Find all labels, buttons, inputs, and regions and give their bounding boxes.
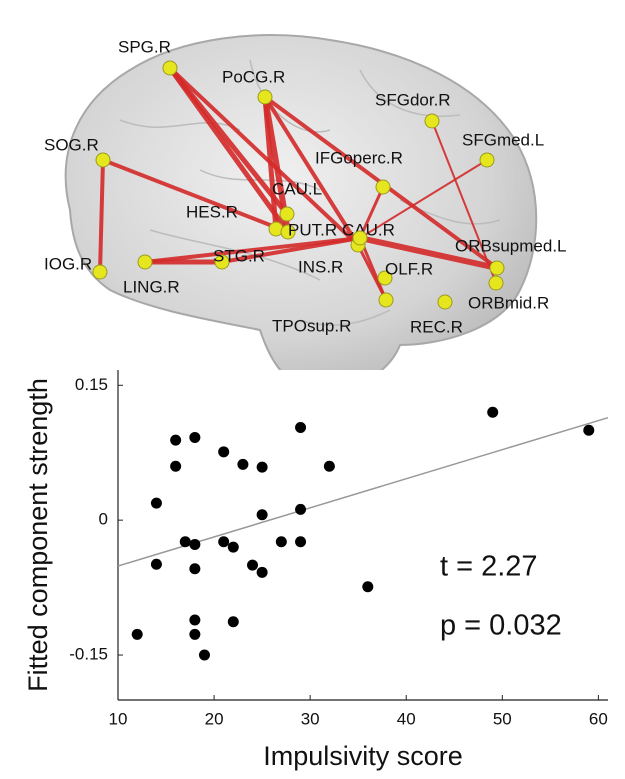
node — [438, 295, 452, 309]
point — [189, 432, 200, 443]
node-label: STG.R — [213, 246, 265, 265]
node — [353, 231, 367, 245]
node-label: HES.R — [186, 202, 238, 221]
node-label: IFGoperc.R — [315, 148, 403, 167]
node-label: CAU.R — [342, 220, 395, 239]
point — [295, 536, 306, 547]
node-label: PoCG.R — [222, 67, 285, 86]
point — [170, 435, 181, 446]
point — [132, 629, 143, 640]
node-label: REC.R — [410, 317, 463, 336]
node-label: PUT.R — [288, 220, 337, 239]
y-tick-label: 0.15 — [75, 375, 108, 394]
node — [138, 255, 152, 269]
node-label: INS.R — [298, 257, 343, 276]
node-label: TPOsup.R — [272, 316, 351, 335]
node-label: CAU.L — [272, 179, 322, 198]
point — [218, 446, 229, 457]
point — [487, 407, 498, 418]
node-label: SFGmed.L — [462, 130, 544, 149]
x-tick-label: 30 — [301, 709, 320, 728]
point — [257, 567, 268, 578]
y-axis-label: Fitted component strength — [23, 378, 53, 692]
x-tick-label: 20 — [205, 709, 224, 728]
node — [489, 276, 503, 290]
node — [376, 180, 390, 194]
point — [257, 462, 268, 473]
point — [237, 459, 248, 470]
point — [199, 650, 210, 661]
node — [490, 261, 504, 275]
x-tick-label: 10 — [109, 709, 128, 728]
point — [189, 539, 200, 550]
node-label: IOG.R — [44, 254, 92, 273]
point — [151, 498, 162, 509]
node-label: SFGdor.R — [375, 90, 451, 109]
point — [228, 542, 239, 553]
annotation: t = 2.27 — [440, 551, 538, 583]
scatter-plot: -0.15 0 0.15 10 20 30 40 50 60 — [69, 370, 608, 728]
x-tick-label: 60 — [589, 709, 608, 728]
point — [228, 616, 239, 627]
node-label: OLF.R — [385, 259, 433, 278]
point — [151, 559, 162, 570]
plot-area — [118, 370, 608, 700]
point — [189, 563, 200, 574]
node — [480, 153, 494, 167]
point — [362, 581, 373, 592]
x-tick-label: 50 — [493, 709, 512, 728]
point — [189, 614, 200, 625]
point — [247, 560, 258, 571]
point — [218, 536, 229, 547]
node — [93, 265, 107, 279]
node-label: LING.R — [123, 277, 180, 296]
node-label: SPG.R — [118, 37, 171, 56]
point — [324, 461, 335, 472]
point — [189, 629, 200, 640]
x-axis-label: Impulsivity score — [263, 741, 463, 771]
node-label: ORBmid.R — [468, 293, 549, 312]
node — [163, 61, 177, 75]
point — [295, 422, 306, 433]
point — [180, 536, 191, 547]
point — [276, 536, 287, 547]
x-tick-label: 40 — [397, 709, 416, 728]
brain-outline — [66, 35, 537, 390]
point — [295, 504, 306, 515]
figure: SPG.R PoCG.R SFGdor.R SFGmed.L SOG.R IFGoperc… — [0, 0, 625, 779]
point — [170, 461, 181, 472]
node — [425, 114, 439, 128]
node — [379, 293, 393, 307]
annotation: p = 0.032 — [440, 610, 562, 642]
point — [583, 425, 594, 436]
y-tick-label: 0 — [99, 510, 108, 529]
node — [280, 207, 294, 221]
node — [258, 90, 272, 104]
node-label: SOG.R — [44, 135, 99, 154]
node-label: ORBsupmed.L — [455, 236, 567, 255]
node — [96, 153, 110, 167]
point — [257, 509, 268, 520]
y-tick-label: -0.15 — [69, 645, 108, 664]
